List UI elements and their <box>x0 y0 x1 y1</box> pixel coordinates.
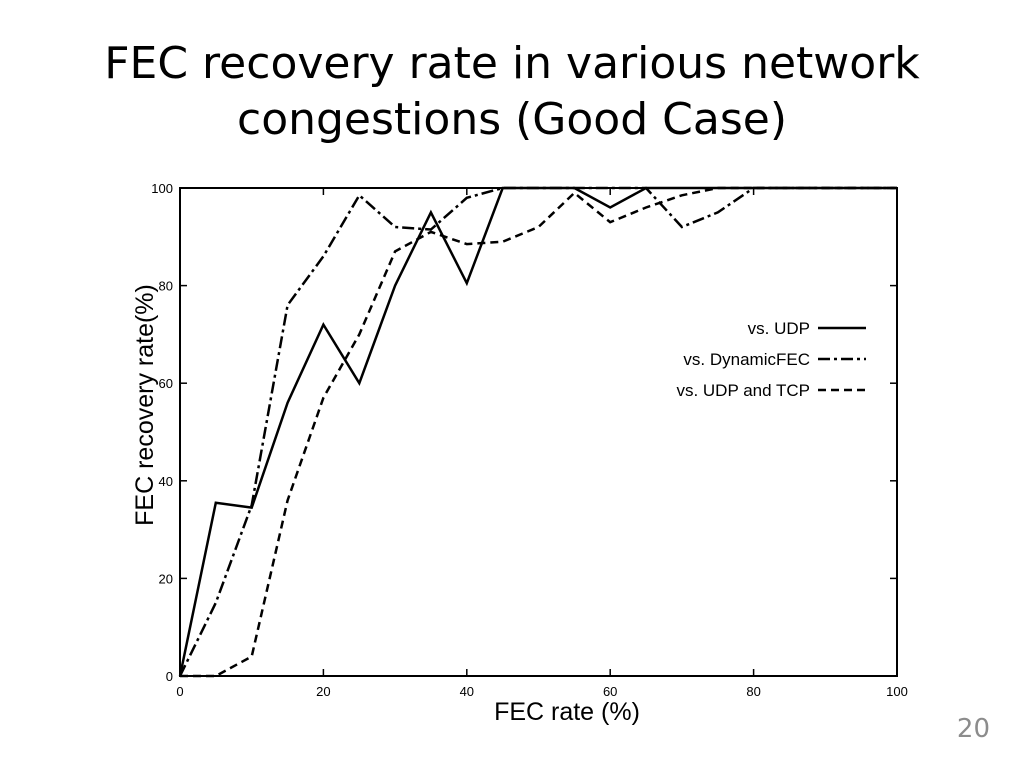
y-tick-label: 20 <box>159 571 173 586</box>
y-tick-label: 0 <box>166 669 173 684</box>
series-layer <box>178 186 897 678</box>
series-line-1 <box>178 186 897 677</box>
series-line-3 <box>180 186 897 678</box>
slide-title: FEC recovery rate in various network con… <box>40 36 984 148</box>
x-axis-label: FEC rate (%) <box>494 698 640 726</box>
y-tick-label: 100 <box>151 181 173 196</box>
series-line-2 <box>178 186 897 677</box>
y-tick-label: 60 <box>159 376 173 391</box>
slide-title-line-2: congestions (Good Case) <box>237 94 787 145</box>
y-tick-label: 40 <box>159 474 173 489</box>
x-tick-label: 60 <box>603 684 617 699</box>
x-tick-label: 40 <box>460 684 474 699</box>
x-tick-label: 80 <box>746 684 760 699</box>
plot-frame <box>179 187 898 677</box>
y-axis-label: FEC recovery rate(%) <box>131 284 159 526</box>
page-number: 20 <box>956 714 990 744</box>
legend-label-3: vs. UDP and TCP <box>676 381 810 400</box>
y-tick-label: 80 <box>159 279 173 294</box>
legend-label-1: vs. UDP <box>748 319 810 338</box>
slide-title-line-1: FEC recovery rate in various network <box>104 38 920 89</box>
legend-label-2: vs. DynamicFEC <box>683 350 810 369</box>
x-tick-label: 100 <box>886 684 908 699</box>
x-tick-label: 0 <box>176 684 183 699</box>
axis-ticks: 0 20 40 60 80 100 0 20 40 60 80 100 <box>151 181 908 699</box>
legend: vs. UDP vs. DynamicFEC vs. UDP and TCP <box>676 319 866 400</box>
x-tick-label: 20 <box>316 684 330 699</box>
